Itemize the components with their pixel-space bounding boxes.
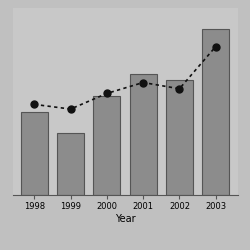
X-axis label: Year: Year [115, 214, 135, 224]
Bar [57, 134, 84, 195]
Bar [21, 112, 48, 195]
Bar [202, 29, 229, 195]
Bar [93, 96, 120, 195]
Bar [130, 74, 157, 195]
Bar [166, 80, 193, 195]
